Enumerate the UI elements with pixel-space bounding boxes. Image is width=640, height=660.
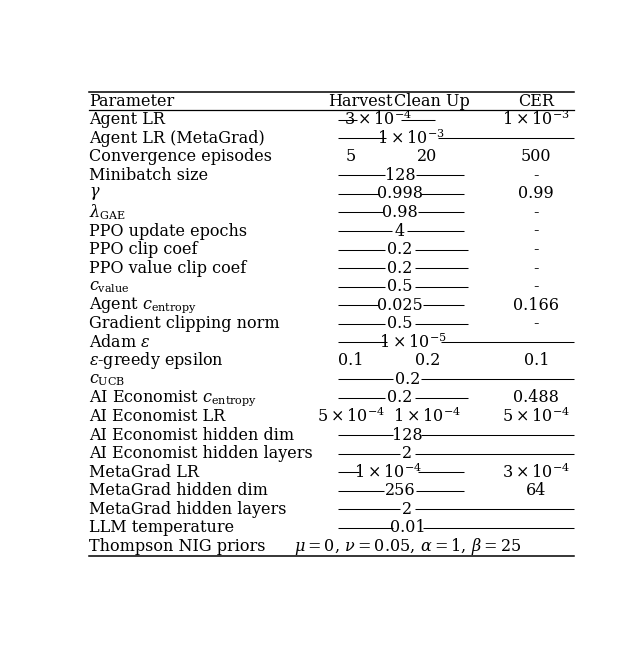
Text: $c_{\mathrm{value}}$: $c_{\mathrm{value}}$	[89, 278, 130, 295]
Text: 2: 2	[403, 445, 412, 462]
Text: PPO value clip coef: PPO value clip coef	[89, 259, 246, 277]
Text: $\epsilon$-greedy epsilon: $\epsilon$-greedy epsilon	[89, 350, 224, 372]
Text: $5\times10^{-4}$: $5\times10^{-4}$	[502, 407, 570, 426]
Text: -: -	[534, 259, 539, 277]
Text: 0.2: 0.2	[387, 259, 413, 277]
Text: 0.98: 0.98	[382, 204, 418, 221]
Text: Clean Up: Clean Up	[394, 92, 470, 110]
Text: Minibatch size: Minibatch size	[89, 167, 208, 184]
Text: 0.5: 0.5	[387, 315, 413, 332]
Text: 0.1: 0.1	[524, 352, 549, 370]
Text: AI Economist hidden layers: AI Economist hidden layers	[89, 445, 313, 462]
Text: $1\times10^{-3}$: $1\times10^{-3}$	[378, 129, 445, 148]
Text: AI Economist hidden dim: AI Economist hidden dim	[89, 426, 294, 444]
Text: Parameter: Parameter	[89, 92, 174, 110]
Text: AI Economist $c_{\mathrm{entropy}}$: AI Economist $c_{\mathrm{entropy}}$	[89, 388, 257, 408]
Text: $c_{\mathrm{UCB}}$: $c_{\mathrm{UCB}}$	[89, 371, 125, 388]
Text: Gradient clipping norm: Gradient clipping norm	[89, 315, 280, 332]
Text: 500: 500	[521, 148, 552, 165]
Text: MetaGrad LR: MetaGrad LR	[89, 464, 199, 480]
Text: 256: 256	[385, 482, 415, 499]
Text: $1\times10^{-4}$: $1\times10^{-4}$	[354, 463, 422, 482]
Text: Adam $\epsilon$: Adam $\epsilon$	[89, 334, 150, 351]
Text: 0.01: 0.01	[390, 519, 425, 537]
Text: 20: 20	[417, 148, 437, 165]
Text: 5: 5	[346, 148, 356, 165]
Text: -: -	[534, 204, 539, 221]
Text: LLM temperature: LLM temperature	[89, 519, 234, 537]
Text: 128: 128	[385, 167, 415, 184]
Text: $3\times10^{-4}$: $3\times10^{-4}$	[344, 110, 412, 129]
Text: -: -	[534, 278, 539, 295]
Text: 4: 4	[395, 222, 405, 240]
Text: 0.2: 0.2	[415, 352, 440, 370]
Text: Convergence episodes: Convergence episodes	[89, 148, 272, 165]
Text: 128: 128	[392, 426, 422, 444]
Text: Thompson NIG priors: Thompson NIG priors	[89, 538, 266, 555]
Text: 0.2: 0.2	[395, 371, 420, 388]
Text: Harvest: Harvest	[328, 92, 392, 110]
Text: 0.1: 0.1	[338, 352, 364, 370]
Text: PPO clip coef: PPO clip coef	[89, 241, 197, 258]
Text: $5\times10^{-4}$: $5\times10^{-4}$	[317, 407, 385, 426]
Text: Agent LR: Agent LR	[89, 112, 165, 128]
Text: $\mu=0,\,\nu=0.05,\,\alpha=1,\,\beta=25$: $\mu=0,\,\nu=0.05,\,\alpha=1,\,\beta=25$	[294, 536, 521, 557]
Text: -: -	[534, 241, 539, 258]
Text: CER: CER	[518, 92, 554, 110]
Text: 0.488: 0.488	[513, 389, 559, 407]
Text: $1\times10^{-3}$: $1\times10^{-3}$	[502, 110, 570, 129]
Text: Agent LR (MetaGrad): Agent LR (MetaGrad)	[89, 130, 265, 147]
Text: 0.166: 0.166	[513, 297, 559, 314]
Text: MetaGrad hidden layers: MetaGrad hidden layers	[89, 501, 287, 517]
Text: $\gamma$: $\gamma$	[89, 185, 100, 203]
Text: 64: 64	[526, 482, 547, 499]
Text: 0.998: 0.998	[377, 185, 423, 203]
Text: -: -	[534, 315, 539, 332]
Text: $1\times10^{-5}$: $1\times10^{-5}$	[380, 333, 447, 352]
Text: $3\times10^{-4}$: $3\times10^{-4}$	[502, 463, 570, 482]
Text: -: -	[534, 167, 539, 184]
Text: 0.2: 0.2	[387, 241, 413, 258]
Text: -: -	[534, 222, 539, 240]
Text: 0.5: 0.5	[387, 278, 413, 295]
Text: PPO update epochs: PPO update epochs	[89, 222, 247, 240]
Text: $\lambda_{\mathrm{GAE}}$: $\lambda_{\mathrm{GAE}}$	[89, 203, 126, 222]
Text: 2: 2	[403, 501, 412, 517]
Text: MetaGrad hidden dim: MetaGrad hidden dim	[89, 482, 268, 499]
Text: 0.99: 0.99	[518, 185, 554, 203]
Text: 0.2: 0.2	[387, 389, 413, 407]
Text: 0.025: 0.025	[377, 297, 423, 314]
Text: $1\times10^{-4}$: $1\times10^{-4}$	[393, 407, 461, 426]
Text: Agent $c_{\mathrm{entropy}}$: Agent $c_{\mathrm{entropy}}$	[89, 295, 197, 315]
Text: AI Economist LR: AI Economist LR	[89, 408, 225, 425]
